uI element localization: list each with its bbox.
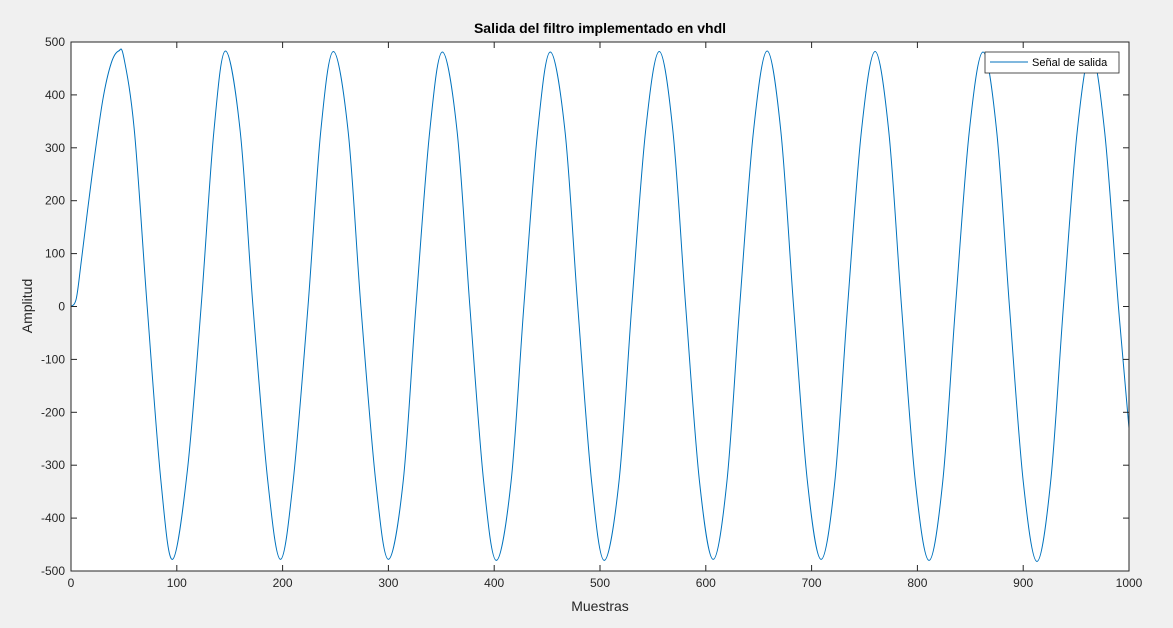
x-tick-label: 200 (273, 576, 293, 590)
y-tick-label: -200 (41, 405, 65, 419)
y-tick-label: 0 (58, 300, 65, 314)
y-axis-label: Amplitud (19, 279, 35, 333)
x-tick-label: 0 (68, 576, 75, 590)
x-tick-label: 900 (1013, 576, 1033, 590)
y-tick-label: 400 (45, 88, 65, 102)
x-tick-label: 400 (484, 576, 504, 590)
series-line-senal-de-salida (70, 48, 1130, 562)
y-tick-label: 100 (45, 247, 65, 261)
series-layer (70, 48, 1130, 562)
x-tick-label: 700 (802, 576, 822, 590)
x-tick-label: 800 (907, 576, 927, 590)
y-tick-label: 300 (45, 141, 65, 155)
legend-entry: Señal de salida (1032, 57, 1108, 69)
legend-box (984, 51, 1120, 74)
y-tick-label: 500 (45, 35, 65, 49)
x-tick-label: 1000 (1116, 576, 1143, 590)
y-tick-label: -300 (41, 458, 65, 472)
y-tick-label: 200 (45, 194, 65, 208)
plot-area (71, 42, 1129, 571)
x-tick-label: 600 (696, 576, 716, 590)
legend: Señal de salida (984, 51, 1120, 74)
y-tick-label: -500 (41, 564, 65, 578)
y-tick-label: -100 (41, 352, 65, 366)
x-axis-label: Muestras (571, 598, 629, 614)
x-tick-label: 500 (590, 576, 610, 590)
tick-layer: 0 100 200 300 400 500 600 700 800 900 100050040030… (41, 35, 1143, 590)
chart-title: Salida del filtro implementado en vhdl (474, 20, 726, 36)
y-tick-label: -400 (41, 511, 65, 525)
x-tick-label: 100 (167, 576, 187, 590)
x-tick-label: 300 (378, 576, 398, 590)
